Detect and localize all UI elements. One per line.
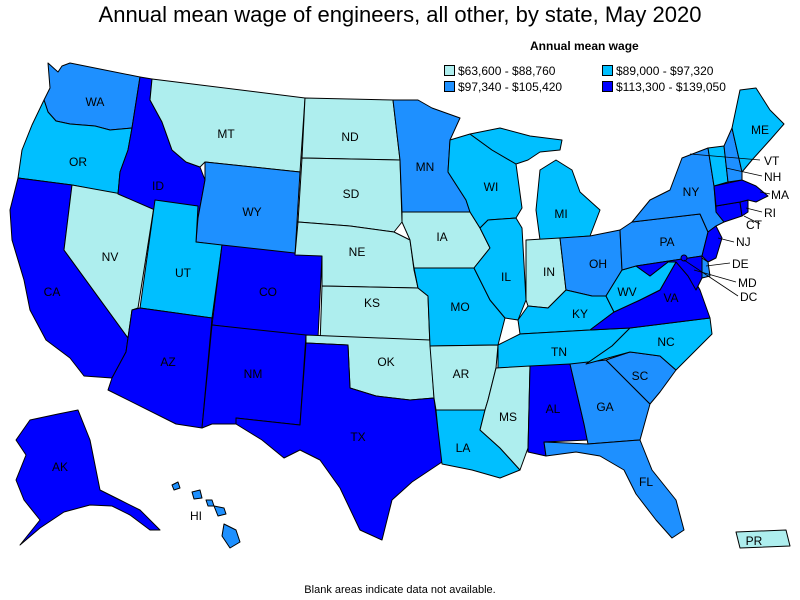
state-ak[interactable] <box>15 409 161 546</box>
label-ms: MS <box>499 410 517 424</box>
label-wi: WI <box>484 180 499 194</box>
state-tx[interactable] <box>235 342 449 541</box>
state-pr[interactable] <box>735 529 791 549</box>
label-nm: NM <box>244 367 263 381</box>
legend-title: Annual mean wage <box>530 39 639 53</box>
state-fl[interactable] <box>543 439 685 539</box>
label-sd: SD <box>343 187 360 201</box>
label-co: CO <box>259 285 277 299</box>
label-in: IN <box>543 265 555 279</box>
label-ia: IA <box>436 230 447 244</box>
state-hi[interactable] <box>171 481 181 491</box>
legend-label: $97,340 - $105,420 <box>458 80 563 94</box>
legend-label: $113,300 - $139,050 <box>616 80 726 94</box>
label-nv: NV <box>102 250 119 264</box>
label-ar: AR <box>453 367 470 381</box>
legend-swatch <box>602 65 613 76</box>
label-fl: FL <box>639 475 653 489</box>
state-md[interactable] <box>635 255 703 291</box>
label-pr: PR <box>746 534 763 548</box>
state-il[interactable] <box>473 217 527 321</box>
state-mi[interactable] <box>469 127 601 241</box>
label-id: ID <box>152 179 164 193</box>
legend-swatch <box>444 65 455 76</box>
label-ut: UT <box>175 266 192 280</box>
label-wa: WA <box>86 95 105 109</box>
label-pa: PA <box>659 235 674 249</box>
state-me[interactable] <box>731 87 785 173</box>
state-hi[interactable] <box>205 499 215 507</box>
state-mt[interactable] <box>149 78 306 173</box>
label-nc: NC <box>657 335 675 349</box>
label-ca: CA <box>44 285 61 299</box>
state-hi[interactable] <box>213 505 227 517</box>
label-ny: NY <box>683 185 700 199</box>
label-al: AL <box>546 402 561 416</box>
label-tx: TX <box>350 430 365 444</box>
label-dc: DC <box>740 290 758 304</box>
label-mo: MO <box>450 300 469 314</box>
label-nj: NJ <box>736 235 751 249</box>
label-mn: MN <box>416 160 435 174</box>
label-ky: KY <box>572 307 588 321</box>
legend-swatch <box>444 81 455 92</box>
legend-label: $63,600 - $88,760 <box>458 64 556 78</box>
state-labels: WA OR CA NV ID MT WY UT AZ CO NM ND SD N… <box>44 95 789 548</box>
state-nd[interactable] <box>301 97 401 161</box>
label-il: IL <box>501 270 511 284</box>
label-mt: MT <box>217 127 235 141</box>
state-hi[interactable] <box>221 523 241 549</box>
legend-item: $113,300 - $139,050 <box>602 80 726 94</box>
label-hi: HI <box>190 509 202 523</box>
label-mi: MI <box>554 207 567 221</box>
label-tn: TN <box>551 345 567 359</box>
label-or: OR <box>69 155 87 169</box>
state-hi[interactable] <box>191 489 203 500</box>
label-ks: KS <box>364 296 380 310</box>
legend-swatch <box>602 81 613 92</box>
label-wv: WV <box>617 285 636 299</box>
legend-item: $97,340 - $105,420 <box>444 80 562 94</box>
label-vt: VT <box>764 154 780 168</box>
footnote: Blank areas indicate data not available. <box>304 584 496 596</box>
label-ne: NE <box>349 245 366 259</box>
map-title: Annual mean wage of engineers, all other… <box>98 2 702 27</box>
label-nd: ND <box>341 130 359 144</box>
label-md: MD <box>738 276 757 290</box>
legend-item: $63,600 - $88,760 <box>444 64 555 78</box>
label-nh: NH <box>764 170 781 184</box>
label-ri: RI <box>764 206 776 220</box>
label-ct: CT <box>746 218 763 232</box>
label-wy: WY <box>242 205 261 219</box>
dc-marker[interactable] <box>680 254 688 262</box>
label-ga: GA <box>596 400 613 414</box>
label-de: DE <box>732 257 749 271</box>
state-hi-group <box>171 481 241 549</box>
label-oh: OH <box>589 257 607 271</box>
label-az: AZ <box>160 355 175 369</box>
label-va: VA <box>663 291 678 305</box>
label-me: ME <box>751 123 769 137</box>
label-sc: SC <box>632 369 649 383</box>
legend-label: $89,000 - $97,320 <box>616 64 714 78</box>
label-ma: MA <box>771 188 789 202</box>
label-ok: OK <box>377 355 394 369</box>
legend-item: $89,000 - $97,320 <box>602 64 713 78</box>
label-ak: AK <box>52 460 68 474</box>
state-ma[interactable] <box>713 179 769 207</box>
label-la: LA <box>456 441 471 455</box>
